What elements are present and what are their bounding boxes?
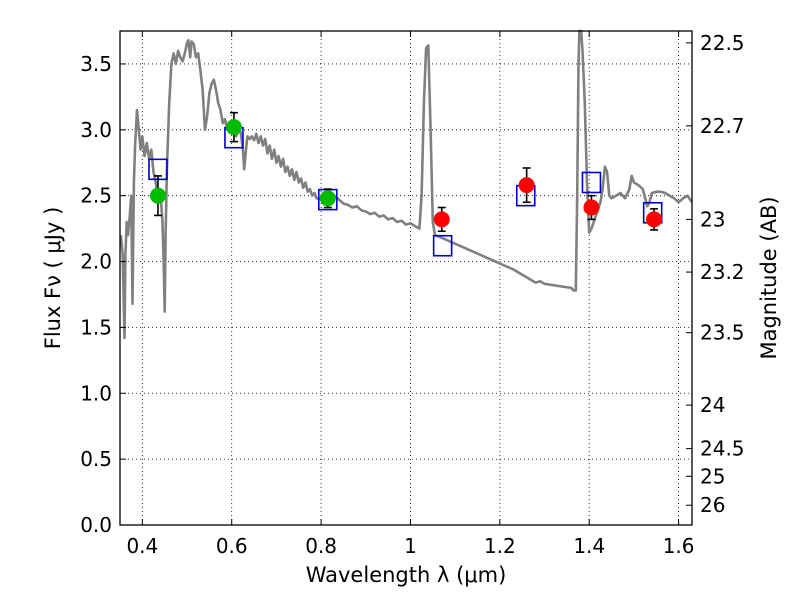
x-tick-label: 1.4 (573, 534, 605, 558)
observed-point-3-1 (518, 177, 535, 194)
y2-tick-label: 26 (700, 493, 725, 517)
y-axis-right: 22.5 22.7 23 23.2 23.5 24 24.5 25 26 (686, 31, 745, 517)
y-tick-label: 3.0 (80, 118, 112, 142)
y-tick-label: 2.0 (80, 250, 112, 274)
y2-tick-label: 23.2 (700, 260, 745, 284)
y2-tick-label: 22.7 (700, 114, 745, 138)
y2-tick-label: 23.5 (700, 321, 745, 345)
y-tick-label: 1.0 (80, 381, 112, 405)
x-axis-label: Wavelength λ (μm) (306, 563, 507, 587)
observed-point-2-1 (225, 119, 242, 136)
x-tick-label: 1.6 (663, 534, 695, 558)
model-photometry-square-5 (581, 171, 602, 194)
observed-point-3-2 (583, 199, 600, 216)
y2-tick-label: 23 (700, 207, 725, 231)
x-tick-label: 1 (404, 534, 417, 558)
x-tick-label: 0.8 (305, 534, 337, 558)
model-spectrum-path (119, 29, 694, 340)
y2-tick-label: 24 (700, 393, 725, 417)
observed-point-2-2 (319, 190, 336, 207)
y-tick-label: 2.5 (80, 184, 112, 208)
x-tick-label: 1.2 (484, 534, 516, 558)
observed-point-2-0 (149, 187, 166, 204)
y-tick-label: 1.5 (80, 315, 112, 339)
y-axis-label: Flux Fν ( μJy ) (41, 207, 65, 350)
observed-points (149, 119, 663, 228)
grid (120, 31, 692, 526)
y-tick-label: 0.5 (80, 447, 112, 471)
y2-tick-label: 25 (700, 464, 725, 488)
y2-axis-label: Magnitude (AB) (757, 196, 781, 359)
y2-tick-label: 24.5 (700, 437, 745, 461)
x-tick-label: 0.4 (126, 534, 158, 558)
observed-point-3-0 (433, 211, 450, 228)
y-tick-label: 3.5 (80, 52, 112, 76)
observed-point-3-3 (646, 211, 663, 228)
model-photometry-square-3 (432, 234, 453, 257)
model-spectrum-line (119, 29, 694, 340)
plot-frame (119, 30, 693, 526)
y-axis-left: 0.0 0.5 1.0 1.5 2.0 2.5 3.0 3.5 (80, 52, 126, 537)
x-axis: 0.4 0.6 0.8 1 1.2 1.4 1.6 (126, 31, 695, 558)
y2-tick-label: 22.5 (700, 31, 745, 55)
x-tick-label: 0.6 (216, 534, 248, 558)
y-tick-label: 0.0 (80, 513, 112, 537)
